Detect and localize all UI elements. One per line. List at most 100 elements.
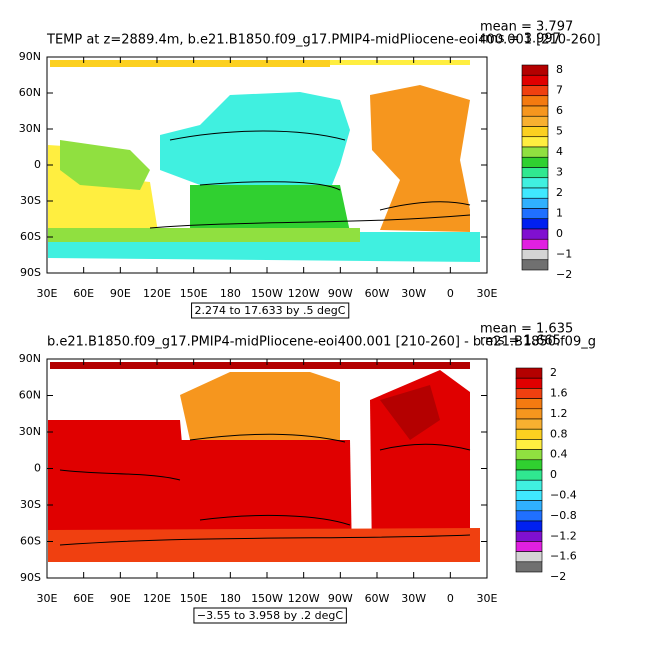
colorbar-label: −1.2 [550,529,577,542]
lon-label: 30E [37,287,58,300]
colorbar-box [515,459,543,471]
lat-label: 30N [19,122,41,135]
colorbar-box [515,367,543,379]
colorbar-box [521,156,549,168]
colorbar-label: 6 [556,104,563,117]
lon-label: 30E [477,287,498,300]
rms-label: rms = 1.665 [480,334,561,349]
lon-label: 30W [401,287,426,300]
mean-label: mean = 1.635 [480,322,573,337]
lon-label: 120W [288,592,320,605]
lat-label: 60N [19,389,41,402]
colorbar-box [521,177,549,189]
lon-label: 60E [73,287,94,300]
lon-label: 60W [365,592,390,605]
lon-label: 30E [37,592,58,605]
colorbar-box [515,541,543,552]
lon-label: 120E [143,287,171,300]
colorbar-box [521,187,549,199]
colorbar-label: 1.6 [550,387,568,400]
colorbar-box [521,208,549,220]
colorbar-label: 0.8 [550,427,568,440]
colorbar-box [515,500,543,512]
lat-label: 60S [20,230,41,243]
colorbar-box [515,439,543,450]
colorbar-box [521,218,549,230]
colorbar-box [521,74,549,86]
colorbar-label: −1.6 [550,550,577,563]
colorbar-box [515,398,543,410]
lon-label: 0 [447,287,454,300]
lat-label: 30N [19,425,41,438]
lat-label: 30S [20,498,41,511]
colorbar-box [521,136,549,148]
lat-label: 90N [19,352,41,365]
colorbar-label: 2 [550,366,557,379]
colorbar-box [515,377,543,389]
colorbar-box [521,259,549,271]
lat-label: 0 [34,158,41,171]
colorbar-box [515,490,543,501]
colorbar-box [515,449,543,461]
lon-label: 150E [180,592,208,605]
lon-label: 90W [328,287,353,300]
colorbar-label: 1 [556,207,563,220]
colorbar-box [515,530,543,542]
colorbar-label: 4 [556,145,563,158]
colorbar-label: 0.4 [550,448,568,461]
colorbar-box [515,388,543,399]
lon-label: 30W [401,592,426,605]
lon-label: 60E [73,592,94,605]
lon-label: 90E [110,287,131,300]
colorbar-label: 5 [556,125,563,138]
colorbar-label: 7 [556,84,563,97]
lon-label: 150W [251,287,283,300]
contour-info: −3.55 to 3.958 by .2 degC [197,609,343,622]
colorbar-box [521,115,549,127]
lat-label: 90S [20,266,41,279]
lat-label: 60N [19,86,41,99]
colorbar-box [515,479,543,491]
map-field [48,362,480,562]
colorbar-label: −1 [556,248,572,261]
colorbar-box [521,197,549,209]
colorbar-box [521,64,549,76]
colorbar-box [515,561,543,573]
rms-label: rms = 3.997 [480,32,561,47]
lon-label: 120E [143,592,171,605]
lat-label: 90S [20,571,41,584]
colorbar-box [521,126,549,138]
lon-label: 60W [365,287,390,300]
lon-label: 150E [180,287,208,300]
colorbar-box [521,105,549,117]
colorbar-label: 8 [556,63,563,76]
lon-label: 30E [477,592,498,605]
map-field [48,60,480,262]
colorbar-box [521,85,549,97]
colorbar-box [515,418,543,430]
lon-label: 180 [220,592,241,605]
lon-label: 90E [110,592,131,605]
colorbar-label: 1.2 [550,407,568,420]
colorbar-label: 0 [550,468,557,481]
lat-label: 0 [34,462,41,475]
lon-label: 90W [328,592,353,605]
colorbar-box [515,551,543,563]
panel-title: TEMP at z=2889.4m, b.e21.B1850.f09_g17.P… [46,33,601,48]
colorbar-box [521,95,549,107]
panel-title: b.e21.B1850.f09_g17.PMIP4-midPliocene-eo… [47,335,596,350]
colorbar-label: 0 [556,227,563,240]
colorbar-box [515,408,543,420]
contour-info: 2.274 to 17.633 by .5 degC [195,304,346,317]
colorbar-box [521,228,549,240]
colorbar-label: −2 [556,268,572,281]
colorbar-label: 3 [556,166,563,179]
colorbar-box [515,469,543,481]
colorbar-label: 2 [556,186,563,199]
lon-label: 0 [447,592,454,605]
lon-label: 120W [288,287,320,300]
lat-label: 30S [20,194,41,207]
mean-label: mean = 3.797 [480,20,573,35]
lat-label: 90N [19,50,41,63]
colorbar-box [515,520,543,532]
